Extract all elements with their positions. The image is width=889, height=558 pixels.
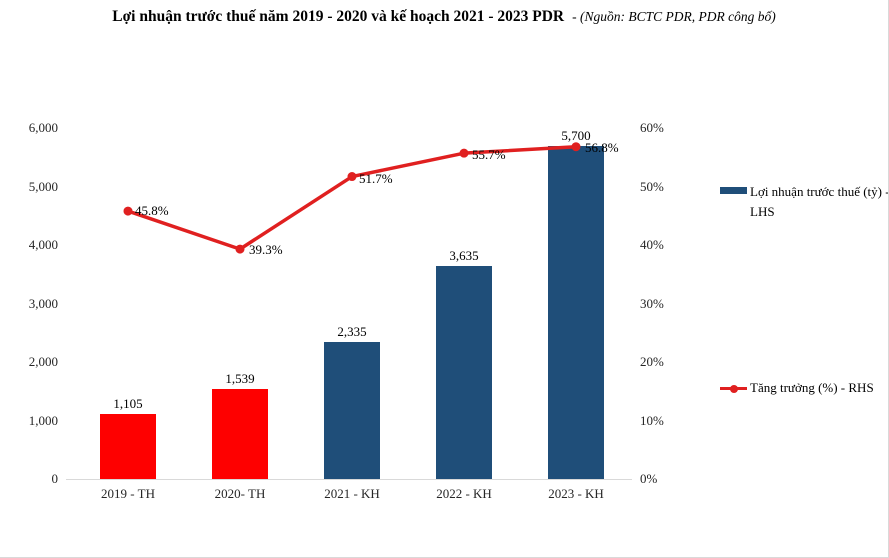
x-axis-category-label: 2023 - KH <box>548 486 604 501</box>
legend-bar-swatch-icon <box>720 187 747 194</box>
x-axis-category-label: 2021 - KH <box>324 486 380 501</box>
chart-title: Lợi nhuận trước thuế năm 2019 - 2020 và … <box>0 8 888 26</box>
x-axis-category-label: 2022 - KH <box>436 486 492 501</box>
x-axis-category-label: 2019 - TH <box>101 486 155 501</box>
y-axis-left-tick: 3,000 <box>28 295 58 311</box>
y-axis-right-tick: 60% <box>640 120 664 135</box>
growth-value-label: 45.8% <box>135 203 169 219</box>
profit-bar <box>100 414 156 479</box>
bar-value-label: 2,335 <box>337 324 367 340</box>
legend-label-profit-line1: Lợi nhuận trước thuế (tỷ) - <box>750 184 889 199</box>
growth-line <box>127 144 577 251</box>
x-axis-category-label: 2020- TH <box>214 486 266 501</box>
y-axis-right-tick: 50% <box>640 178 664 194</box>
growth-value-label: 56.8% <box>585 139 619 155</box>
legend-line-marker-icon <box>730 384 738 393</box>
x-axis-line <box>66 479 632 480</box>
growth-value-label: 55.7% <box>472 147 506 163</box>
growth-value-label: 51.7% <box>359 170 393 186</box>
y-axis-left-tick: 4,000 <box>28 237 58 252</box>
bar-value-label: 1,539 <box>225 370 255 386</box>
y-axis-left-tick: 2,000 <box>28 354 58 369</box>
profit-bar <box>324 342 380 479</box>
legend-label-profit-line2: LHS <box>750 204 775 219</box>
profit-bar <box>212 388 268 479</box>
y-axis-right-tick: 10% <box>640 412 664 428</box>
growth-value-label: 39.3% <box>249 242 283 258</box>
y-axis-right-tick: 30% <box>640 295 664 311</box>
growth-line-marker <box>347 172 357 182</box>
y-axis-right-tick: 0% <box>640 471 658 486</box>
legend-label-growth: Tăng trưởng (%) - RHS <box>750 380 874 395</box>
legend-item-growth: Tăng trưởng (%) - RHS <box>720 378 880 398</box>
legend-item-profit: Lợi nhuận trước thuế (tỷ) - LHS <box>720 182 888 226</box>
profit-bar <box>548 145 604 479</box>
chart-title-source: - (Nguồn: BCTC PDR, PDR công bố) <box>572 9 776 24</box>
y-axis-left-tick: 1,000 <box>28 412 58 428</box>
legend-label-profit: Lợi nhuận trước thuế (tỷ) - LHS <box>750 182 889 222</box>
growth-line-marker <box>123 206 133 216</box>
growth-line-marker <box>235 244 245 254</box>
chart-title-main: Lợi nhuận trước thuế năm 2019 - 2020 và … <box>112 8 565 25</box>
bar-value-label: 5,700 <box>561 127 591 143</box>
y-axis-right-tick: 20% <box>640 354 664 369</box>
y-axis-left-tick: 6,000 <box>28 120 58 135</box>
y-axis-left-tick: 0 <box>51 471 59 486</box>
profit-bar <box>436 266 492 479</box>
bar-value-label: 1,105 <box>113 396 143 412</box>
growth-line-marker <box>459 148 469 158</box>
y-axis-right-tick: 40% <box>640 237 664 252</box>
y-axis-left-tick: 5,000 <box>28 178 58 194</box>
bar-value-label: 3,635 <box>449 248 479 264</box>
